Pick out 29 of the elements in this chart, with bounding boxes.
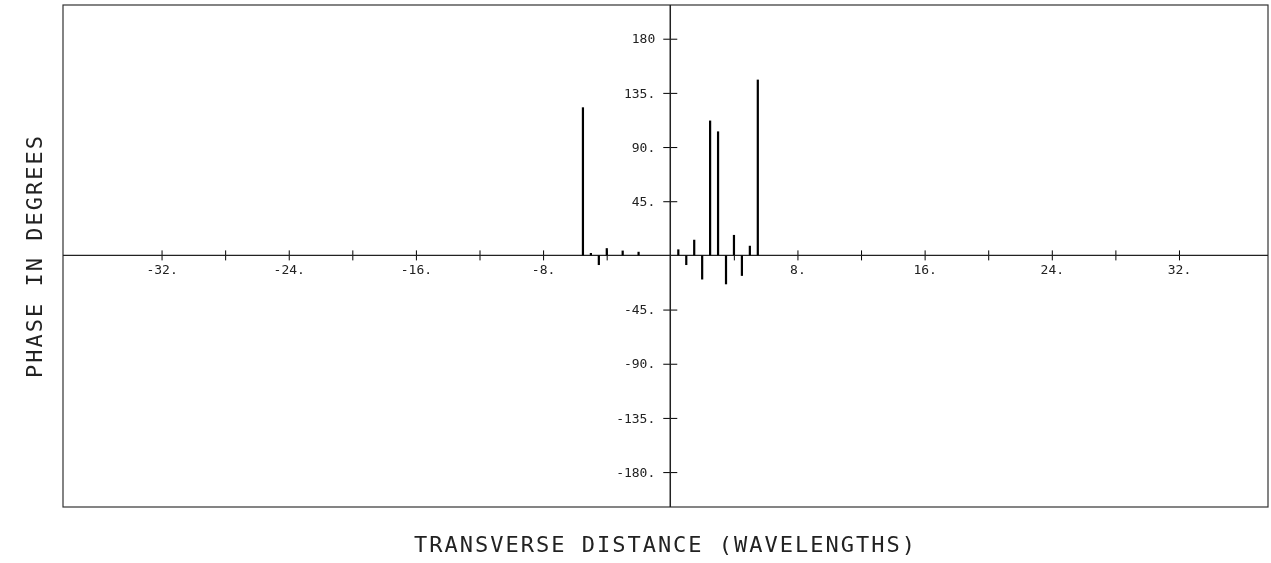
y-tick-label: 90. [631, 139, 656, 155]
x-tick-label: -24. [273, 262, 305, 278]
x-axis-title: TRANSVERSE DISTANCE (WAVELENGTHS) [413, 532, 918, 557]
y-axis-title: PHASE IN DEGREES [22, 134, 47, 378]
bar [637, 251, 640, 256]
x-tick-label: 8. [790, 262, 806, 278]
y-tick-label: -90. [623, 356, 656, 372]
bar [685, 255, 688, 266]
y-tick-label: -180. [616, 464, 656, 480]
bar [724, 255, 728, 285]
bar [716, 131, 720, 256]
y-tick-label: 135. [623, 85, 656, 101]
bar [677, 249, 680, 256]
bar [701, 255, 704, 280]
x-tick-label: -8. [531, 262, 556, 278]
x-tick-label: 16. [913, 262, 937, 278]
x-tick-label: 24. [1040, 262, 1065, 278]
y-tick-label: 45. [631, 193, 656, 209]
x-tick-label: 32. [1167, 262, 1192, 278]
x-tick-label: -16. [400, 262, 433, 278]
y-tick-label: 180 [631, 31, 656, 47]
y-tick-label: -45. [623, 302, 656, 318]
bar [740, 255, 744, 276]
bar [581, 107, 585, 256]
bar [709, 120, 712, 256]
y-tick-label: -135. [616, 410, 656, 426]
x-tick-label: -32. [146, 262, 178, 278]
bar [756, 79, 759, 256]
bar [597, 255, 600, 266]
